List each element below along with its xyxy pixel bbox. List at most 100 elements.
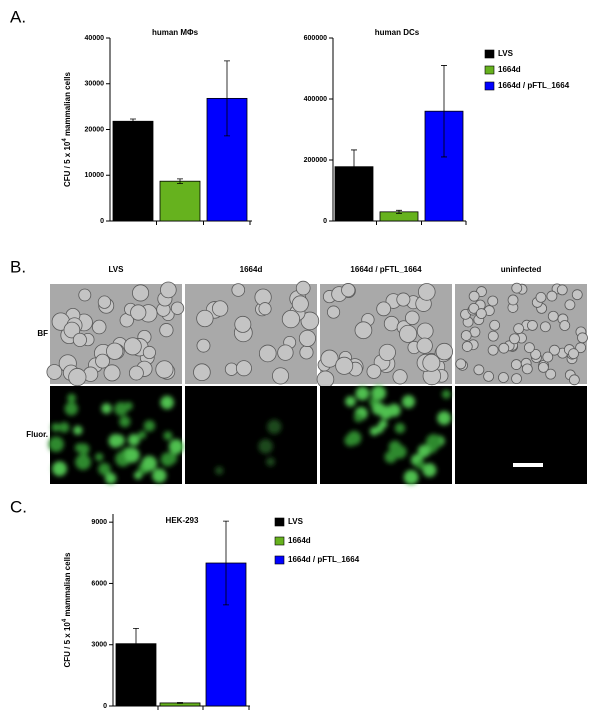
cell: [405, 310, 420, 326]
fluor-cell: [425, 434, 442, 450]
fluor-image: [455, 386, 587, 484]
cell: [234, 315, 252, 333]
fluor-cell: [417, 444, 431, 458]
fluor-cell: [143, 420, 156, 432]
y-label-text: CFU / 5 x 10: [63, 622, 72, 668]
fluor-cell: [104, 472, 117, 485]
fluor-cell: [163, 431, 173, 441]
cell: [455, 358, 467, 370]
fluor-cell: [48, 436, 64, 453]
fluor-cell: [101, 403, 112, 414]
cell: [193, 363, 211, 382]
column-label: LVS: [109, 265, 125, 274]
cell: [475, 308, 487, 319]
fluor-cell: [124, 401, 133, 411]
error-bar: [224, 60, 230, 137]
y-tick-label: 20000: [85, 126, 105, 133]
fluor-cell: [394, 422, 406, 434]
cell: [417, 283, 436, 301]
fluor-cell: [58, 422, 70, 433]
fluor-cell: [267, 419, 282, 434]
cell: [299, 345, 314, 360]
fluor-cell: [353, 413, 363, 423]
error-bar: [177, 702, 183, 704]
fluor-cell: [52, 461, 67, 477]
cell: [549, 344, 560, 356]
cell: [258, 344, 277, 363]
cell: [258, 302, 272, 316]
cell: [341, 283, 356, 298]
fluor-cell: [422, 463, 437, 477]
y-label-text: CFU / 5 x 10: [63, 141, 72, 187]
row-label: Fluor.: [26, 430, 48, 439]
fluor-cell: [403, 469, 419, 485]
cell: [383, 315, 400, 332]
fluor-cell: [168, 439, 184, 455]
bar: [112, 120, 154, 222]
error-bar: [441, 65, 447, 158]
chart-title: HEK-293: [166, 516, 199, 525]
cell: [507, 294, 519, 306]
fluor-cell: [401, 395, 415, 409]
fluor-cell: [387, 403, 401, 417]
cell: [103, 364, 121, 382]
chart-title: human MΦs: [152, 28, 199, 37]
fluor-cells: [215, 419, 282, 475]
cell: [97, 295, 112, 309]
fluor-cell: [437, 411, 452, 426]
cell: [416, 337, 433, 354]
y-label-text: mammalian cells: [63, 552, 72, 619]
y-tick-label: 30000: [85, 81, 105, 88]
y-tick-label: 3000: [91, 642, 107, 649]
column-label: uninfected: [501, 265, 542, 274]
cell: [106, 342, 124, 360]
cell: [271, 367, 290, 385]
cell: [46, 364, 63, 380]
cell: [571, 289, 583, 301]
cell: [354, 321, 373, 340]
cell: [298, 329, 316, 347]
y-tick-label: 6000: [91, 580, 107, 587]
y-tick-label: 0: [103, 703, 107, 710]
column-label: 1664d / pFTL_1664: [350, 265, 422, 274]
cell: [159, 323, 174, 338]
cell: [295, 280, 311, 296]
cell: [521, 363, 533, 375]
cell: [72, 332, 87, 347]
y-label-superscript: 4: [62, 138, 68, 142]
legend-swatch: [484, 81, 495, 91]
legend-swatch: [484, 49, 495, 59]
cell: [320, 349, 339, 368]
cell: [130, 304, 147, 321]
fluor-cells: [48, 393, 184, 485]
cell: [489, 319, 501, 331]
cell: [316, 370, 335, 389]
fluor-cell: [266, 457, 275, 467]
fluor-cell: [375, 424, 384, 434]
fluor-cell: [127, 434, 140, 446]
fluor-cell: [441, 389, 451, 399]
fluor-cell: [152, 468, 167, 483]
legend-label: 1664d: [288, 536, 311, 545]
cell: [399, 324, 418, 343]
cell: [281, 309, 301, 329]
cell: [366, 364, 382, 379]
cell: [95, 353, 110, 369]
cell: [547, 310, 559, 322]
fluor-cell: [64, 402, 79, 416]
fluor-cell: [347, 430, 362, 446]
cell: [513, 323, 525, 335]
cell: [142, 345, 156, 360]
error-bar: [396, 209, 402, 214]
fluor-cell: [133, 471, 143, 480]
legend-swatch: [484, 65, 495, 75]
microscopy-grid: LVS 1664d 1664d / pFTL_1664 uninfected BF Flu…: [26, 265, 588, 485]
y-tick-label: 0: [323, 218, 327, 225]
cell: [160, 281, 177, 299]
cell: [460, 330, 472, 341]
fluor-cell: [160, 395, 174, 410]
y-label-superscript: 4: [62, 618, 68, 622]
cell: [392, 369, 408, 385]
fluor-cell: [141, 455, 157, 472]
cell: [196, 338, 211, 353]
